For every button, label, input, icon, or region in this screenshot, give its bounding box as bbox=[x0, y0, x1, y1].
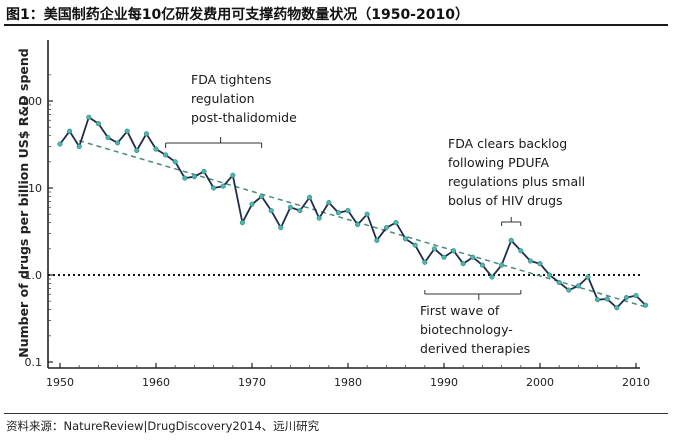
data-point bbox=[355, 222, 361, 228]
data-point bbox=[172, 159, 178, 165]
data-point bbox=[585, 274, 591, 280]
data-point bbox=[278, 225, 284, 231]
data-point bbox=[643, 302, 649, 308]
annotation-text: FDA clears backlog bbox=[448, 136, 567, 151]
data-point bbox=[489, 274, 495, 280]
annotation-text: post-thalidomide bbox=[191, 110, 297, 125]
data-point bbox=[633, 293, 639, 299]
data-point bbox=[326, 200, 332, 206]
data-point bbox=[230, 172, 236, 178]
data-point bbox=[220, 183, 226, 189]
data-point bbox=[163, 152, 169, 158]
annotation-text: First wave of bbox=[420, 303, 500, 318]
figure-title: 图1：美国制药企业每10亿研发费用可支撑药物数量状况（1950-2010） bbox=[6, 7, 469, 23]
data-point bbox=[383, 225, 389, 231]
data-point bbox=[364, 211, 370, 217]
data-point bbox=[460, 261, 466, 267]
data-point bbox=[239, 220, 245, 226]
source-rule bbox=[4, 413, 668, 414]
data-point bbox=[124, 128, 130, 134]
data-point bbox=[393, 220, 399, 226]
x-tick-label: 2000 bbox=[526, 376, 554, 389]
annotation-fda-clears-backlog: FDA clears backlog following PDUFA regulat… bbox=[448, 136, 585, 226]
data-point bbox=[479, 262, 485, 268]
data-point bbox=[431, 246, 437, 252]
data-point bbox=[191, 174, 197, 180]
y-tick-label: 1.0 bbox=[25, 269, 43, 282]
data-point bbox=[134, 147, 140, 154]
data-point bbox=[412, 242, 418, 248]
data-point bbox=[374, 237, 380, 243]
data-point bbox=[105, 135, 111, 141]
data-point bbox=[604, 296, 610, 302]
annotation-fda-tightens: FDA tightens regulation post-thalidomide bbox=[165, 72, 297, 148]
data-point bbox=[297, 208, 303, 214]
data-point bbox=[556, 279, 562, 286]
data-point bbox=[595, 297, 601, 303]
data-point bbox=[470, 254, 476, 260]
data-point bbox=[499, 262, 505, 268]
data-point bbox=[268, 208, 274, 214]
data-point bbox=[316, 215, 322, 221]
data-point bbox=[153, 146, 159, 152]
title-rule bbox=[4, 24, 668, 26]
data-point bbox=[566, 287, 572, 293]
data-point bbox=[201, 168, 207, 174]
data-point bbox=[537, 261, 543, 267]
data-point bbox=[451, 248, 457, 254]
data-point bbox=[614, 305, 620, 311]
data-point bbox=[143, 131, 149, 137]
annotation-text: regulations plus small bbox=[448, 174, 585, 189]
annotation-text: biotechnology- bbox=[420, 322, 513, 337]
data-point bbox=[575, 283, 581, 289]
data-point bbox=[182, 175, 188, 181]
data-point bbox=[527, 258, 533, 264]
x-tick-label: 1950 bbox=[46, 376, 74, 389]
annotation-text: derived therapies bbox=[420, 341, 530, 356]
data-point bbox=[86, 114, 92, 120]
data-point bbox=[211, 185, 217, 191]
y-tick-label: 10 bbox=[28, 182, 42, 195]
data-point bbox=[623, 295, 629, 301]
annotation-text: following PDUFA bbox=[448, 155, 550, 170]
y-tick-label: 0.1 bbox=[25, 356, 43, 369]
annotation-text: FDA tightens bbox=[191, 72, 271, 87]
data-point bbox=[547, 272, 553, 278]
annotation-text: bolus of HIV drugs bbox=[448, 193, 563, 208]
annotation-text: regulation bbox=[191, 91, 255, 106]
data-point bbox=[345, 208, 351, 214]
data-point bbox=[115, 140, 121, 146]
data-point bbox=[76, 143, 82, 150]
annotation-first-wave-biotech: First wave of biotechnology-derived thera… bbox=[420, 290, 530, 356]
data-point bbox=[287, 204, 293, 210]
data-point bbox=[422, 259, 428, 265]
data-point bbox=[95, 121, 101, 127]
data-point bbox=[259, 193, 265, 199]
x-tick-label: 1960 bbox=[142, 376, 170, 389]
data-point bbox=[335, 210, 341, 216]
data-point bbox=[518, 248, 524, 254]
data-point bbox=[508, 237, 514, 243]
x-tick-label: 1970 bbox=[238, 376, 266, 389]
y-tick-label: 100 bbox=[21, 95, 42, 108]
data-point bbox=[403, 236, 409, 242]
data-point bbox=[307, 194, 313, 200]
x-tick-label: 1990 bbox=[430, 376, 458, 389]
data-point bbox=[249, 201, 255, 207]
data-point bbox=[57, 141, 63, 147]
x-tick-label: 1980 bbox=[334, 376, 362, 389]
x-tick-label: 2010 bbox=[622, 376, 650, 389]
data-point bbox=[67, 128, 73, 134]
data-point bbox=[441, 254, 447, 260]
figure-source: 资料来源：NatureReview|DrugDiscovery2014、远川研究 bbox=[6, 419, 320, 433]
y-axis-label: Number of drugs per billion US$ R&D spen… bbox=[16, 48, 31, 358]
